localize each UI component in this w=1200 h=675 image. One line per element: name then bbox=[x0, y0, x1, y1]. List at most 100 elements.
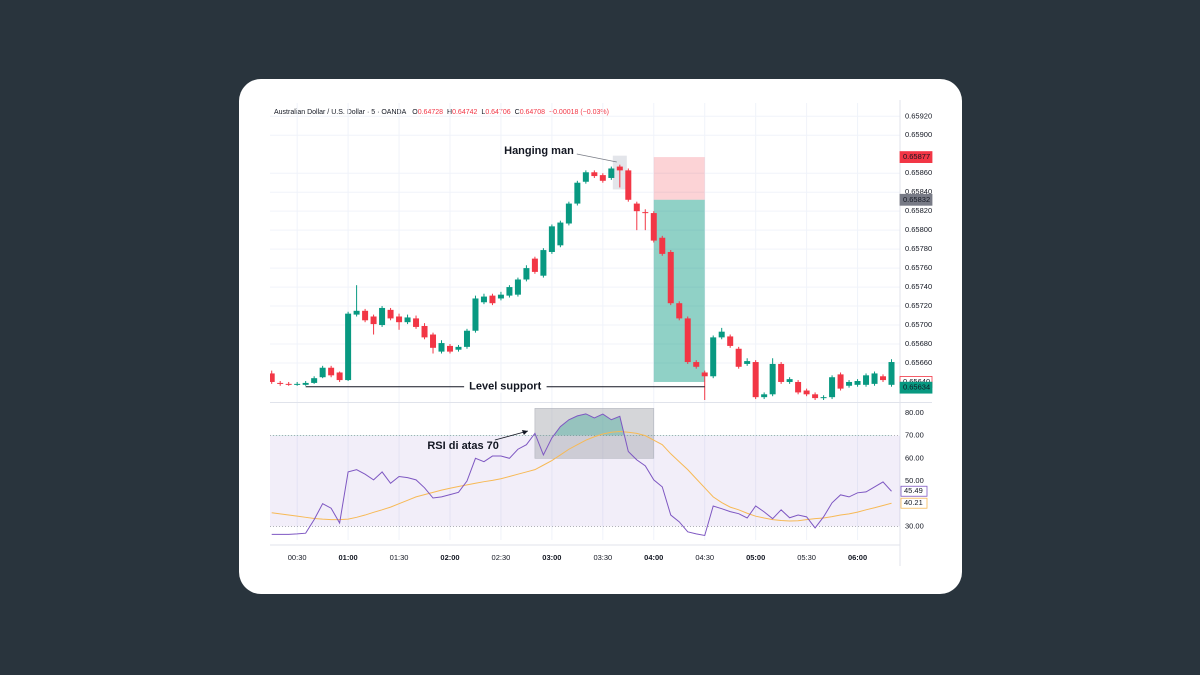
candle-body bbox=[735, 348, 742, 367]
candle-body bbox=[345, 313, 352, 381]
candle-body bbox=[880, 376, 887, 381]
y-tick-label: 0.65860 bbox=[905, 168, 932, 177]
candle-body bbox=[557, 222, 564, 246]
candle-body bbox=[565, 203, 572, 224]
candle-body bbox=[820, 397, 827, 399]
rsi-tick-label: 60.00 bbox=[905, 453, 924, 462]
candles bbox=[270, 164, 895, 400]
x-tick-label: 05:30 bbox=[797, 553, 816, 562]
price-label: 0.65640 bbox=[903, 377, 930, 386]
rsi-value-box bbox=[900, 497, 928, 509]
candle-body bbox=[684, 318, 691, 363]
rsi-band bbox=[270, 435, 900, 527]
candle-body bbox=[362, 310, 369, 321]
x-tick-label: 04:30 bbox=[695, 553, 714, 562]
rsi-line bbox=[271, 413, 892, 537]
ohlc-key: L bbox=[481, 109, 485, 116]
support-label-bg bbox=[464, 380, 547, 393]
candle-body bbox=[506, 287, 513, 296]
candle-body bbox=[370, 316, 377, 325]
candle-body bbox=[854, 381, 861, 385]
x-tick-label: 00:30 bbox=[288, 553, 307, 562]
x-tick-label: 03:30 bbox=[593, 553, 612, 562]
candle-body bbox=[701, 372, 708, 377]
candle-body bbox=[455, 346, 462, 350]
candle-body bbox=[277, 382, 284, 384]
candle-body bbox=[837, 374, 844, 389]
ohlc-key: O bbox=[412, 109, 418, 116]
candle-body bbox=[829, 377, 836, 398]
candle-body bbox=[599, 175, 606, 181]
candle-body bbox=[270, 373, 275, 382]
y-tick-label: 0.65660 bbox=[905, 358, 932, 367]
price-label-box bbox=[899, 381, 933, 394]
chart-header: Australian Dollar / U.S. Dollar · 5 · OA… bbox=[274, 109, 609, 116]
candle-body bbox=[413, 318, 420, 327]
candle-body bbox=[447, 345, 453, 352]
candle-body bbox=[727, 336, 734, 346]
rsi-tick-label: 30.00 bbox=[905, 521, 924, 530]
candle-body bbox=[863, 375, 870, 385]
ohlc-value: 0.64708 bbox=[520, 109, 545, 116]
candle-body bbox=[591, 172, 598, 177]
x-tick-label: 02:00 bbox=[440, 553, 459, 562]
candle-body bbox=[396, 316, 403, 323]
candle-body bbox=[336, 372, 343, 381]
ohlc-value: 0.64728 bbox=[418, 109, 443, 116]
price-label: 0.65877 bbox=[903, 152, 930, 161]
target-zone bbox=[653, 199, 705, 382]
candle-body bbox=[769, 363, 776, 395]
candle-body bbox=[285, 383, 292, 385]
annotation: Hanging man bbox=[504, 145, 574, 157]
candle-body bbox=[387, 309, 394, 319]
candle-body bbox=[353, 310, 360, 315]
overbought-fill bbox=[271, 413, 892, 436]
candle-body bbox=[650, 213, 657, 241]
candle-body bbox=[548, 226, 555, 252]
y-tick-label: 0.65800 bbox=[905, 225, 932, 234]
candle-body bbox=[803, 390, 810, 395]
candle-body bbox=[846, 381, 853, 386]
candle-body bbox=[540, 250, 547, 276]
y-tick-label: 0.65740 bbox=[905, 282, 932, 291]
candle-body bbox=[379, 307, 386, 326]
candle-body bbox=[319, 367, 326, 378]
price-label-box bbox=[899, 151, 933, 163]
candle-body bbox=[531, 258, 538, 272]
rsi-line bbox=[271, 431, 892, 522]
candle-body bbox=[430, 334, 437, 348]
stop-zone bbox=[653, 157, 705, 200]
candle-body bbox=[786, 379, 793, 382]
candle-body bbox=[616, 166, 623, 171]
y-tick-label: 0.65700 bbox=[905, 320, 932, 329]
annotation-arrow bbox=[494, 430, 529, 441]
ohlc-value: 0.64706 bbox=[485, 109, 510, 116]
y-tick-label: 0.65820 bbox=[905, 206, 932, 215]
x-tick-label: 06:00 bbox=[848, 553, 867, 562]
candle-body bbox=[472, 298, 479, 331]
support-label: Level support bbox=[469, 381, 541, 393]
candle-body bbox=[608, 168, 615, 178]
price-label: 0.65634 bbox=[903, 383, 930, 392]
candle-body bbox=[574, 182, 581, 204]
rsi-tick-label: 50.00 bbox=[905, 476, 924, 485]
candle-body bbox=[710, 337, 717, 377]
candle-body bbox=[744, 361, 751, 364]
candle-body bbox=[294, 383, 301, 385]
x-tick-label: 02:30 bbox=[492, 553, 511, 562]
candle-body bbox=[888, 362, 895, 385]
candle-body bbox=[311, 378, 318, 383]
rsi-value-box bbox=[900, 485, 928, 497]
candle-body bbox=[778, 363, 785, 382]
y-tick-label: 0.65900 bbox=[905, 130, 932, 139]
arrow-head bbox=[521, 430, 528, 435]
candle-body bbox=[480, 296, 487, 303]
y-tick-label: 0.65840 bbox=[905, 187, 932, 196]
rsi-tick-label: 80.00 bbox=[905, 408, 924, 417]
annotation-arrow bbox=[576, 153, 617, 163]
y-tick-label: 0.65920 bbox=[905, 111, 932, 120]
x-tick-label: 01:00 bbox=[339, 553, 358, 562]
candle-body bbox=[438, 343, 445, 352]
